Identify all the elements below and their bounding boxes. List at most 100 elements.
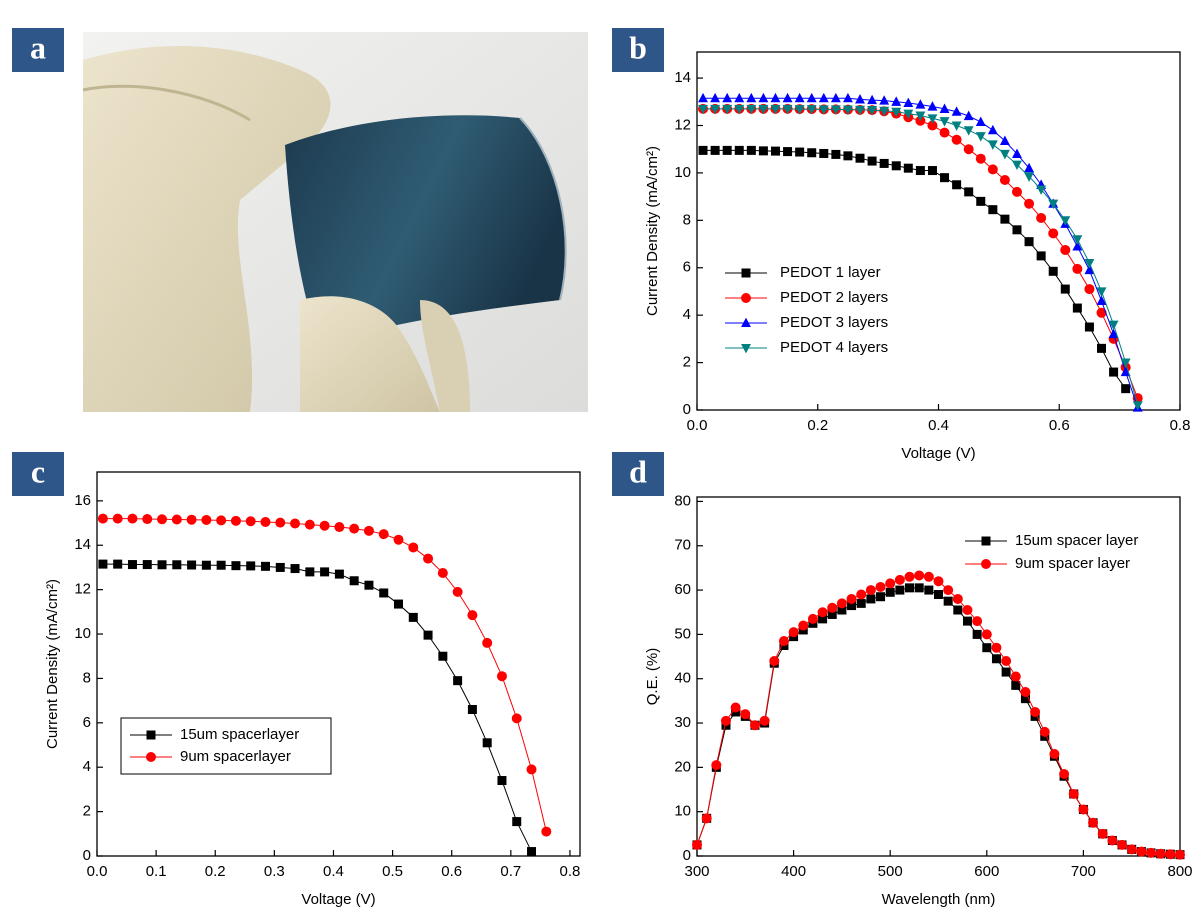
- marker: [722, 145, 732, 155]
- marker: [305, 567, 315, 577]
- x-tick-label: 0.1: [146, 863, 167, 880]
- marker: [482, 637, 493, 648]
- marker: [275, 517, 286, 528]
- marker: [1132, 401, 1143, 411]
- marker: [1072, 263, 1083, 274]
- marker: [783, 147, 793, 157]
- plot-frame: [96, 471, 581, 857]
- marker: [290, 518, 301, 529]
- marker: [1024, 198, 1035, 209]
- marker: [334, 522, 345, 533]
- marker: [943, 596, 953, 606]
- marker: [157, 560, 167, 570]
- marker: [807, 613, 818, 624]
- marker: [146, 730, 156, 740]
- marker: [818, 614, 828, 624]
- y-tick-label: 14: [674, 69, 691, 86]
- marker: [127, 513, 138, 524]
- marker: [885, 578, 896, 589]
- marker: [734, 92, 745, 103]
- y-tick-label: 12: [74, 581, 91, 598]
- panel-tag-box: [612, 28, 664, 72]
- y-axis-title: Current Density (mA/cm²): [644, 146, 661, 316]
- marker: [720, 715, 731, 726]
- panel-tag-box: [12, 28, 64, 72]
- marker: [952, 180, 962, 190]
- marker: [914, 583, 924, 593]
- x-tick-label: 0.3: [264, 863, 285, 880]
- marker: [943, 585, 954, 596]
- marker: [915, 111, 926, 121]
- marker: [698, 145, 708, 155]
- marker: [972, 616, 983, 627]
- marker: [924, 585, 934, 595]
- marker: [1060, 216, 1071, 226]
- x-tick-label: 0.6: [1049, 417, 1070, 434]
- marker: [1084, 264, 1095, 275]
- y-tick-label: 0: [83, 847, 91, 864]
- marker: [953, 605, 963, 615]
- marker: [1097, 343, 1107, 353]
- panel-tag: c: [31, 453, 45, 489]
- marker: [698, 92, 708, 103]
- marker: [795, 147, 805, 157]
- marker: [260, 516, 271, 527]
- y-tick-label: 6: [83, 714, 91, 731]
- series: [698, 145, 1131, 394]
- y-tick-label: 0: [683, 401, 691, 418]
- marker: [951, 134, 962, 145]
- marker: [363, 525, 374, 536]
- marker: [987, 164, 998, 175]
- marker: [842, 105, 853, 116]
- marker: [1011, 680, 1021, 690]
- marker: [939, 117, 950, 127]
- marker: [1096, 307, 1107, 318]
- marker: [511, 713, 522, 724]
- marker: [830, 92, 841, 103]
- marker: [741, 343, 751, 354]
- y-tick-label: 0: [683, 847, 691, 864]
- marker: [1060, 244, 1071, 255]
- marker: [914, 570, 925, 581]
- marker: [934, 590, 943, 600]
- marker: [827, 602, 838, 613]
- marker: [963, 126, 974, 136]
- marker: [867, 106, 878, 116]
- marker: [770, 104, 781, 115]
- marker: [830, 105, 841, 115]
- marker: [541, 826, 552, 837]
- marker: [701, 813, 712, 824]
- marker: [927, 101, 938, 111]
- marker: [230, 515, 241, 526]
- marker: [927, 120, 938, 131]
- marker: [819, 148, 829, 158]
- y-tick-label: 50: [674, 625, 691, 642]
- marker: [394, 599, 404, 609]
- marker: [975, 132, 986, 142]
- plot-frame: [696, 496, 1181, 857]
- marker: [782, 104, 793, 115]
- marker: [187, 560, 197, 570]
- panel-tags: a b c d: [12, 28, 664, 496]
- marker: [1146, 847, 1157, 858]
- marker: [758, 146, 768, 156]
- x-tick-label: 0.2: [205, 863, 226, 880]
- marker: [453, 676, 463, 686]
- y-tick-label: 80: [674, 492, 691, 509]
- marker: [393, 534, 404, 545]
- marker: [741, 268, 751, 278]
- marker: [891, 107, 902, 118]
- marker: [939, 103, 950, 113]
- marker: [885, 587, 895, 597]
- series: [698, 104, 1143, 411]
- marker: [933, 576, 944, 587]
- marker: [818, 105, 829, 115]
- marker: [962, 616, 972, 626]
- x-tick-label: 0.4: [928, 417, 949, 434]
- marker: [891, 161, 901, 171]
- marker: [1060, 284, 1070, 294]
- marker: [304, 519, 315, 530]
- y-axis-title: Current Density (mA/cm²): [44, 579, 61, 749]
- plot-frame: [696, 51, 1181, 411]
- marker: [847, 601, 857, 611]
